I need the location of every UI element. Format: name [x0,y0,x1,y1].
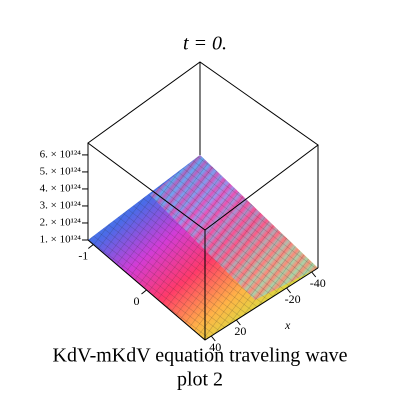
surface [88,155,318,340]
x-tick [210,335,216,342]
x-tick [311,271,317,278]
y-tick-label: -1 [78,248,88,262]
z-tick-label: 5. × 10¹²⁴ [40,165,82,177]
z-tick-label: 6. × 10¹²⁴ [40,148,82,160]
z-tick-label: 4. × 10¹²⁴ [40,182,82,194]
x-tick-label: -40 [310,276,326,290]
z-tick-label: 3. × 10¹²⁴ [40,199,82,211]
z-tick-label: 1. × 10¹²⁴ [40,234,82,246]
y-tick-label: 0 [134,294,140,308]
x-tick [286,287,292,294]
x-tick [235,319,241,326]
y-tick [88,244,94,249]
y-tick [141,289,147,295]
x-tick-label: 40 [209,340,221,354]
bounding-box [87,61,319,341]
caption-line: KdV-mKdV equation traveling wave [53,345,348,367]
x-tick-label: 20 [234,324,246,338]
z-tick-label: 2. × 10¹²⁴ [40,217,82,229]
caption-line: plot 2 [177,369,223,391]
chart-title: t = 0. [183,33,227,55]
x-tick-label: -20 [285,292,301,306]
x-axis-label: x [284,318,291,332]
